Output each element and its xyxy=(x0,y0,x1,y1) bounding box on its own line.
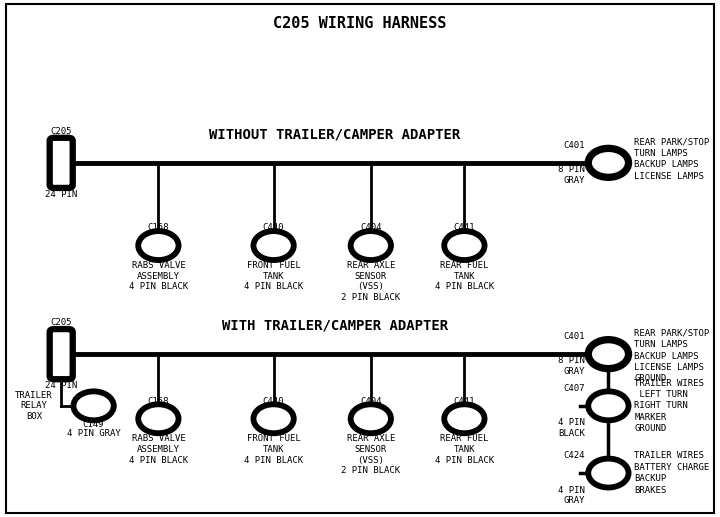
Circle shape xyxy=(444,404,485,433)
Text: C158: C158 xyxy=(148,223,169,233)
Text: REAR PARK/STOP: REAR PARK/STOP xyxy=(634,329,710,338)
Circle shape xyxy=(253,404,294,433)
Text: 8 PIN: 8 PIN xyxy=(558,356,585,365)
Text: (VSS): (VSS) xyxy=(357,282,384,292)
Text: REAR FUEL: REAR FUEL xyxy=(440,261,489,270)
Text: BLACK: BLACK xyxy=(558,429,585,438)
Text: BACKUP LAMPS: BACKUP LAMPS xyxy=(634,160,699,170)
Text: 2 PIN BLACK: 2 PIN BLACK xyxy=(341,466,400,476)
Text: ASSEMBLY: ASSEMBLY xyxy=(137,445,180,454)
Text: 8 PIN: 8 PIN xyxy=(558,164,585,174)
Text: TURN LAMPS: TURN LAMPS xyxy=(634,149,688,158)
Circle shape xyxy=(73,391,114,420)
Circle shape xyxy=(588,148,629,177)
Text: C440: C440 xyxy=(263,397,284,406)
Text: TANK: TANK xyxy=(454,271,475,281)
Text: RABS VALVE: RABS VALVE xyxy=(132,434,185,443)
Text: C158: C158 xyxy=(148,397,169,406)
Text: C401: C401 xyxy=(563,141,585,150)
Text: 4 PIN: 4 PIN xyxy=(558,418,585,428)
Text: TRAILER WIRES: TRAILER WIRES xyxy=(634,378,704,388)
Text: WITH TRAILER/CAMPER ADAPTER: WITH TRAILER/CAMPER ADAPTER xyxy=(222,318,448,333)
Text: GROUND: GROUND xyxy=(634,374,667,384)
Text: C424: C424 xyxy=(563,451,585,460)
Text: TRAILER WIRES: TRAILER WIRES xyxy=(634,451,704,461)
Text: TANK: TANK xyxy=(454,445,475,454)
Text: 24 PIN: 24 PIN xyxy=(45,381,77,390)
FancyBboxPatch shape xyxy=(50,329,73,379)
Text: C407: C407 xyxy=(563,384,585,393)
Text: 4 PIN BLACK: 4 PIN BLACK xyxy=(244,282,303,292)
FancyBboxPatch shape xyxy=(50,138,73,188)
Text: ASSEMBLY: ASSEMBLY xyxy=(137,271,180,281)
Text: FRONT FUEL: FRONT FUEL xyxy=(247,261,300,270)
Text: 4 PIN BLACK: 4 PIN BLACK xyxy=(244,455,303,465)
Text: MARKER: MARKER xyxy=(634,413,667,422)
Circle shape xyxy=(138,404,179,433)
Text: LICENSE LAMPS: LICENSE LAMPS xyxy=(634,172,704,181)
Text: (VSS): (VSS) xyxy=(357,455,384,465)
Circle shape xyxy=(588,340,629,369)
Text: LEFT TURN: LEFT TURN xyxy=(634,390,688,399)
Text: SENSOR: SENSOR xyxy=(355,271,387,281)
Circle shape xyxy=(351,404,391,433)
Text: TURN LAMPS: TURN LAMPS xyxy=(634,340,688,349)
Text: BACKUP LAMPS: BACKUP LAMPS xyxy=(634,352,699,361)
Text: LICENSE LAMPS: LICENSE LAMPS xyxy=(634,363,704,372)
Circle shape xyxy=(138,231,179,260)
Text: REAR FUEL: REAR FUEL xyxy=(440,434,489,443)
Text: C401: C401 xyxy=(563,332,585,341)
Text: REAR PARK/STOP: REAR PARK/STOP xyxy=(634,138,710,147)
Text: C440: C440 xyxy=(263,223,284,233)
Text: C441: C441 xyxy=(454,397,475,406)
Text: 4 PIN GRAY: 4 PIN GRAY xyxy=(67,429,120,438)
Circle shape xyxy=(253,231,294,260)
Text: 24 PIN: 24 PIN xyxy=(45,190,77,199)
Circle shape xyxy=(588,459,629,488)
Text: RABS VALVE: RABS VALVE xyxy=(132,261,185,270)
Text: 4 PIN BLACK: 4 PIN BLACK xyxy=(129,282,188,292)
Text: GRAY: GRAY xyxy=(563,176,585,185)
Text: 4 PIN BLACK: 4 PIN BLACK xyxy=(129,455,188,465)
Text: TRAILER
RELAY
BOX: TRAILER RELAY BOX xyxy=(15,391,53,421)
Text: 2 PIN BLACK: 2 PIN BLACK xyxy=(341,293,400,302)
Text: GRAY: GRAY xyxy=(563,496,585,506)
Text: C149: C149 xyxy=(83,420,104,429)
Text: GRAY: GRAY xyxy=(563,367,585,376)
Text: REAR AXLE: REAR AXLE xyxy=(346,434,395,443)
Text: BACKUP: BACKUP xyxy=(634,474,667,483)
Text: C404: C404 xyxy=(360,223,382,233)
Text: BATTERY CHARGE: BATTERY CHARGE xyxy=(634,463,710,472)
Text: RIGHT TURN: RIGHT TURN xyxy=(634,401,688,410)
Text: SENSOR: SENSOR xyxy=(355,445,387,454)
Text: FRONT FUEL: FRONT FUEL xyxy=(247,434,300,443)
Text: C441: C441 xyxy=(454,223,475,233)
Text: 4 PIN: 4 PIN xyxy=(558,485,585,495)
Circle shape xyxy=(588,391,629,420)
Circle shape xyxy=(351,231,391,260)
Text: 4 PIN BLACK: 4 PIN BLACK xyxy=(435,282,494,292)
Text: 4 PIN BLACK: 4 PIN BLACK xyxy=(435,455,494,465)
Text: C205: C205 xyxy=(50,127,72,136)
Text: C205 WIRING HARNESS: C205 WIRING HARNESS xyxy=(274,16,446,31)
Text: TANK: TANK xyxy=(263,445,284,454)
Text: BRAKES: BRAKES xyxy=(634,485,667,495)
Circle shape xyxy=(444,231,485,260)
Text: GROUND: GROUND xyxy=(634,424,667,433)
Text: REAR AXLE: REAR AXLE xyxy=(346,261,395,270)
Text: C404: C404 xyxy=(360,397,382,406)
Text: TANK: TANK xyxy=(263,271,284,281)
Text: WITHOUT TRAILER/CAMPER ADAPTER: WITHOUT TRAILER/CAMPER ADAPTER xyxy=(210,127,460,142)
Text: C205: C205 xyxy=(50,318,72,327)
